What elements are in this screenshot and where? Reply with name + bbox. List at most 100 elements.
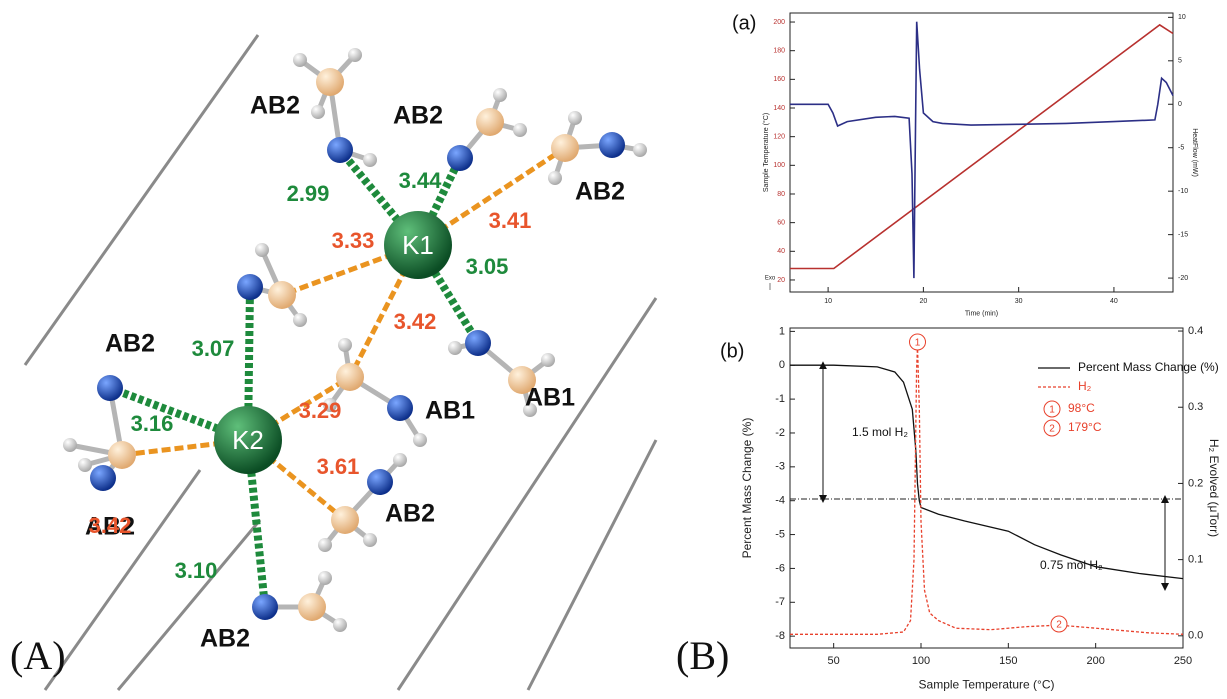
ligand-label: AB2 [85,513,135,541]
distance-label: 3.61 [317,454,360,479]
distance-label: 3.44 [399,168,443,193]
y-tick-label: -6 [775,562,785,574]
lattice-lines [23,34,658,691]
y2-tick-label: 0.0 [1188,630,1203,642]
y-tick-label: -8 [775,630,785,642]
y-tick-label: 40 [777,248,785,255]
ligand-label: AB2 [393,102,443,130]
distance-label: 2.99 [287,181,330,206]
y-tick-label: 80 [777,191,785,198]
plot-frame [789,327,1184,649]
distance-label: 3.41 [489,208,532,233]
y-tick-label: 120 [773,134,785,141]
legend-label: Percent Mass Change (%) [1078,360,1219,374]
y-axis-title: Percent Mass Change (%) [740,418,754,559]
y2-tick-label: -10 [1178,188,1188,195]
y2-tick-label: 0.1 [1188,554,1203,566]
distance-label: 3.42 [394,309,437,334]
legend-annotation: 98°C [1068,401,1095,415]
y-tick-label: 160 [773,76,785,83]
ligand-label: AB2 [575,178,625,206]
ligand-label: AB2 [105,330,155,358]
marker-number: 1 [915,338,921,349]
y-tick-label: -1 [775,393,785,405]
ligand-label: AB2 [200,625,250,653]
annotation: 0.75 mol H₂ [1040,558,1103,572]
k-atom [384,211,452,279]
distance-label: 3.10 [175,558,218,583]
y-tick-label: 60 [777,219,785,226]
y2-tick-label: -20 [1178,275,1188,282]
ligand-label: AB2 [250,92,300,120]
y-tick-label: 200 [773,19,785,26]
boron-atoms [108,68,579,621]
y-tick-label: -2 [775,427,785,439]
x-tick-label: 100 [912,655,930,667]
distance-label: 3.42 [89,513,132,538]
ligand-label: AB1 [425,397,475,425]
y2-tick-label: 10 [1178,14,1186,21]
y2-tick-label: -5 [1178,145,1184,152]
y-tick-label: 1 [779,325,785,337]
y-tick-label: 180 [773,48,785,55]
y2-tick-label: 0 [1178,101,1182,108]
y2-tick-label: 0.3 [1188,401,1203,413]
y-tick-label: -7 [775,596,785,608]
k-atom [214,406,282,474]
k-label: K1 [402,230,434,260]
y-tick-label: 0 [779,359,785,371]
legend-annotation: 179°C [1068,420,1102,434]
y2-tick-label: 0.2 [1188,477,1203,489]
legend-label: H₂ [1078,379,1092,393]
x-axis-title: Sample Temperature (°C) [919,677,1055,691]
panel-label: (b) [720,340,744,362]
x-tick-label: 200 [1086,655,1104,667]
legend-marker-number: 2 [1049,424,1055,435]
marker-number: 2 [1056,620,1062,631]
x-tick-label: 250 [1174,655,1192,667]
distance-label: 3.05 [466,254,509,279]
legend-marker-number: 1 [1049,405,1055,416]
distance-label: 3.16 [131,411,174,436]
x-tick-label: 10 [824,298,832,305]
panel-label: (B) [676,633,729,678]
series-line [790,364,1184,580]
distance-label: 3.07 [192,336,235,361]
annotation: Exo [765,276,776,282]
y-tick-label: 140 [773,105,785,112]
x-tick-label: 40 [1110,298,1118,305]
x-tick-label: 30 [1015,298,1023,305]
y-tick-label: -3 [775,461,785,473]
distance-label: 3.33 [332,228,375,253]
series-line [790,346,1184,635]
y-tick-label: 20 [777,277,785,284]
y-tick-label: -4 [775,495,785,507]
y-tick-label: 100 [773,162,785,169]
annotation: 1.5 mol H₂ [852,425,908,439]
panel-label: (A) [10,633,66,678]
series-line [790,21,1174,279]
y2-tick-label: 5 [1178,58,1182,65]
k-label: K2 [232,425,264,455]
y-axis-title: Sample Temperature (°C) [762,113,770,192]
hydrogen-atoms [63,48,647,632]
ligand-label: AB2 [385,500,435,528]
y2-tick-label: -15 [1178,231,1188,238]
x-tick-label: 150 [999,655,1017,667]
nitrogen-atoms [90,132,625,620]
distance-label: 3.29 [299,398,342,423]
y2-tick-label: 0.4 [1188,325,1203,337]
x-tick-label: 20 [919,298,927,305]
legend-circle [1043,419,1061,437]
legend-circle [1043,400,1061,418]
y2-axis-title: H₂ Evolved (μTorr) [1207,439,1221,537]
y2-axis-title: HeatFlow (mW) [1191,128,1198,177]
panel-label: (a) [732,12,756,34]
y-tick-label: -5 [775,528,785,540]
marker-circle [909,333,927,351]
plot-frame [789,12,1174,293]
x-tick-label: 50 [828,655,840,667]
ligand-label: AB1 [525,384,575,412]
marker-circle [1050,615,1068,633]
